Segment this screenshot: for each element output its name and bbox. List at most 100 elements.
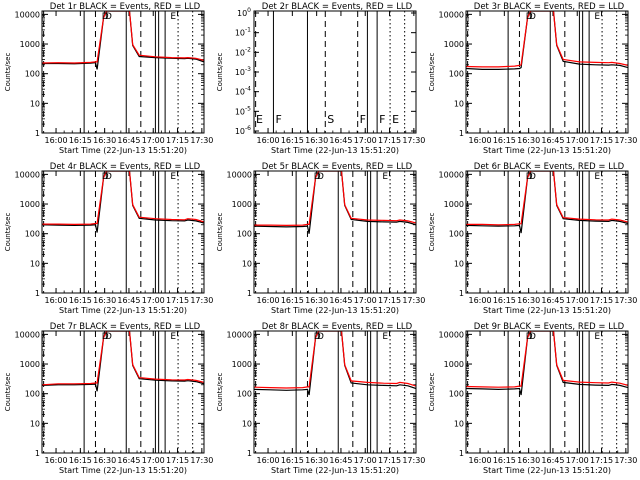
x-tick-label: 17:00 <box>354 296 377 305</box>
series-group <box>42 331 204 392</box>
panel-det-9: Det 9r BLACK = Events, RED = LLD 1 10 100 10… <box>428 322 637 475</box>
series-events-line <box>42 11 204 70</box>
y-tick-label: 1 <box>247 289 252 298</box>
series-group <box>466 11 628 71</box>
x-axis-label: Start Time (22-Jun-13 15:51:20) <box>271 466 399 475</box>
top-marker-label: D <box>314 332 321 342</box>
y-axis-label: Counts/sec <box>4 213 12 252</box>
x-tick-label: 16:45 <box>329 456 352 465</box>
y-tick-label: 100 <box>25 230 40 239</box>
top-marker-label: D <box>317 332 324 342</box>
top-marker-label: E <box>594 172 600 182</box>
x-tick-label: 16:15 <box>69 456 92 465</box>
x-tick-label: 16:15 <box>69 136 92 145</box>
y-tick-label: 10 <box>454 259 464 268</box>
panel-title: Det 9r BLACK = Events, RED = LLD <box>474 322 625 332</box>
x-axis-label: Start Time (22-Jun-13 15:51:20) <box>483 306 611 315</box>
y-tick-label: 10 <box>454 99 464 108</box>
x-tick-label: 16:00 <box>45 296 68 305</box>
series-events-line <box>466 11 628 71</box>
x-tick-label: 17:15 <box>166 136 189 145</box>
panel-title: Det 6r BLACK = Events, RED = LLD <box>474 162 625 172</box>
x-tick-label: 17:00 <box>566 456 589 465</box>
x-tick-label: 16:15 <box>69 296 92 305</box>
x-tick-label: 16:00 <box>469 456 492 465</box>
x-tick-label: 16:30 <box>517 456 540 465</box>
top-marker-label: E <box>382 172 388 182</box>
panel-title: Det 1r BLACK = Events, RED = LLD <box>50 2 201 12</box>
x-tick-label: 17:15 <box>166 456 189 465</box>
panel-title: Det 5r BLACK = Events, RED = LLD <box>262 162 413 172</box>
x-tick-label: 16:15 <box>281 456 304 465</box>
top-marker-label: D <box>105 12 112 22</box>
x-tick-label: 16:15 <box>493 296 516 305</box>
y-tick-label: 100 <box>449 230 464 239</box>
time-marker-label: F <box>360 113 366 126</box>
y-tick-label: 100 <box>449 390 464 399</box>
y-tick-label: 1 <box>459 289 464 298</box>
series-group <box>466 331 628 396</box>
panel-det-2: Det 2r BLACK = Events, RED = LLD 10-6 10-5… <box>216 2 425 155</box>
panel-det-7: Det 7r BLACK = Events, RED = LLD 1 10 100 10… <box>4 322 213 475</box>
y-tick-label: 10 <box>30 259 40 268</box>
series-group <box>42 171 204 233</box>
series-group <box>466 171 628 234</box>
panel-det-1: Det 1r BLACK = Events, RED = LLD 1 10 100 10… <box>4 2 213 155</box>
y-axis-label: Counts/sec <box>4 53 12 92</box>
series-group <box>254 171 416 234</box>
y-tick-label: 1 <box>459 129 464 138</box>
top-marker-label: D <box>314 172 321 182</box>
x-axis-label: Start Time (22-Jun-13 15:51:20) <box>483 466 611 475</box>
y-tick-label: 10-4 <box>235 86 251 97</box>
x-tick-label: 17:00 <box>354 136 377 145</box>
x-tick-label: 17:00 <box>566 136 589 145</box>
series-group <box>42 11 204 70</box>
top-marker-label: D <box>526 172 533 182</box>
y-tick-label: 10000 <box>15 170 40 179</box>
time-marker-label: F <box>275 113 281 126</box>
time-marker-label: E <box>256 113 263 126</box>
y-tick-label: 1 <box>35 449 40 458</box>
x-tick-label: 17:00 <box>142 456 165 465</box>
series-lld-line <box>42 331 204 386</box>
x-tick-label: 16:45 <box>117 136 140 145</box>
y-tick-label: 1 <box>35 129 40 138</box>
y-tick-label: 100 <box>237 7 251 18</box>
x-tick-label: 16:45 <box>329 296 352 305</box>
y-tick-label: 1000 <box>20 360 40 369</box>
y-tick-label: 10-1 <box>235 27 251 38</box>
panel-det-3: Det 3r BLACK = Events, RED = LLD 1 10 100 10… <box>428 2 637 155</box>
top-marker-label: D <box>102 332 109 342</box>
plot-frame <box>253 170 417 294</box>
y-tick-label: 1000 <box>20 40 40 49</box>
y-axis-label: Counts/sec <box>216 213 224 252</box>
time-marker-label: S <box>327 113 334 126</box>
panel-det-5: Det 5r BLACK = Events, RED = LLD 1 10 100 10… <box>216 162 425 315</box>
y-tick-label: 1 <box>459 449 464 458</box>
y-tick-label: 10000 <box>439 330 464 339</box>
series-lld-line <box>466 171 628 226</box>
top-marker-label: E <box>170 172 176 182</box>
plot-frame <box>465 170 629 294</box>
y-axis-label: Counts/sec <box>4 373 12 412</box>
x-tick-label: 17:30 <box>190 296 213 305</box>
panel-title: Det 3r BLACK = Events, RED = LLD <box>474 2 625 12</box>
x-tick-label: 17:00 <box>142 136 165 145</box>
x-tick-label: 16:00 <box>257 136 280 145</box>
x-tick-label: 16:30 <box>517 296 540 305</box>
y-tick-label: 10-6 <box>235 125 251 136</box>
series-group <box>254 331 416 396</box>
x-tick-label: 16:15 <box>493 136 516 145</box>
top-marker-label: E <box>170 332 176 342</box>
y-axis-label: Counts/sec <box>428 53 436 92</box>
y-tick-label: 100 <box>237 390 252 399</box>
x-tick-label: 17:15 <box>590 296 613 305</box>
y-tick-label: 1000 <box>232 200 252 209</box>
x-tick-label: 17:00 <box>142 296 165 305</box>
x-tick-label: 17:30 <box>402 136 425 145</box>
y-tick-label: 10000 <box>15 10 40 19</box>
x-tick-label: 16:15 <box>493 456 516 465</box>
x-axis-label: Start Time (22-Jun-13 15:51:20) <box>59 146 187 155</box>
x-tick-label: 17:30 <box>614 456 637 465</box>
x-tick-label: 16:00 <box>45 456 68 465</box>
